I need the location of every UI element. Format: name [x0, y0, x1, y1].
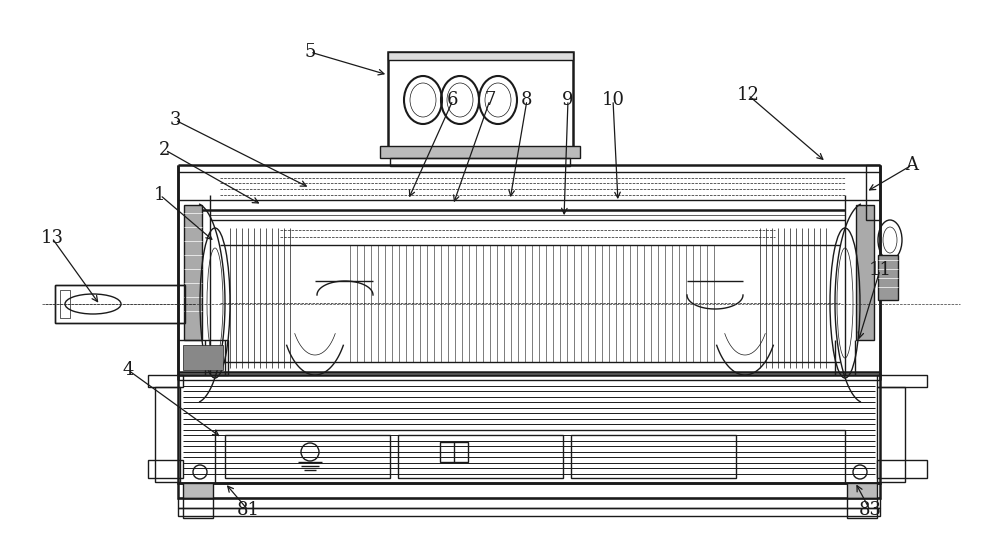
Bar — [178, 375, 880, 483]
Bar — [178, 483, 880, 498]
Bar — [55, 285, 185, 323]
Bar — [388, 52, 573, 147]
Text: 7: 7 — [484, 91, 496, 109]
Bar — [877, 375, 927, 387]
Bar — [225, 435, 390, 478]
Bar — [183, 498, 213, 518]
Bar — [148, 460, 183, 478]
Bar — [878, 255, 898, 300]
Bar — [847, 483, 877, 498]
Text: 11: 11 — [868, 261, 892, 279]
Text: A: A — [906, 156, 918, 174]
Bar — [155, 387, 180, 482]
Bar — [571, 435, 736, 478]
Bar — [60, 290, 70, 318]
Bar — [440, 442, 468, 462]
Text: 12: 12 — [737, 86, 759, 104]
Text: 9: 9 — [562, 91, 574, 109]
Bar — [183, 483, 213, 498]
Text: 3: 3 — [169, 111, 181, 129]
Bar — [178, 340, 228, 375]
Bar — [847, 498, 877, 518]
Bar — [183, 345, 223, 370]
Bar — [178, 498, 880, 508]
Text: 5: 5 — [304, 43, 316, 61]
Bar — [215, 430, 845, 483]
Bar — [390, 158, 570, 166]
Bar — [148, 375, 183, 387]
Text: 10: 10 — [602, 91, 624, 109]
Bar — [877, 387, 905, 482]
Bar — [877, 460, 927, 478]
Text: 81: 81 — [237, 501, 260, 519]
Text: 4: 4 — [122, 361, 134, 379]
Text: 6: 6 — [447, 91, 459, 109]
Bar — [380, 146, 580, 158]
Bar — [866, 165, 880, 220]
Bar — [184, 205, 202, 340]
Bar — [178, 508, 880, 516]
Bar — [388, 52, 573, 60]
Text: 8: 8 — [521, 91, 533, 109]
Bar — [398, 435, 563, 478]
Text: 2: 2 — [159, 141, 171, 159]
Text: 13: 13 — [40, 229, 64, 247]
Text: 1: 1 — [154, 186, 166, 204]
Bar — [856, 205, 874, 340]
Text: 83: 83 — [858, 501, 882, 519]
